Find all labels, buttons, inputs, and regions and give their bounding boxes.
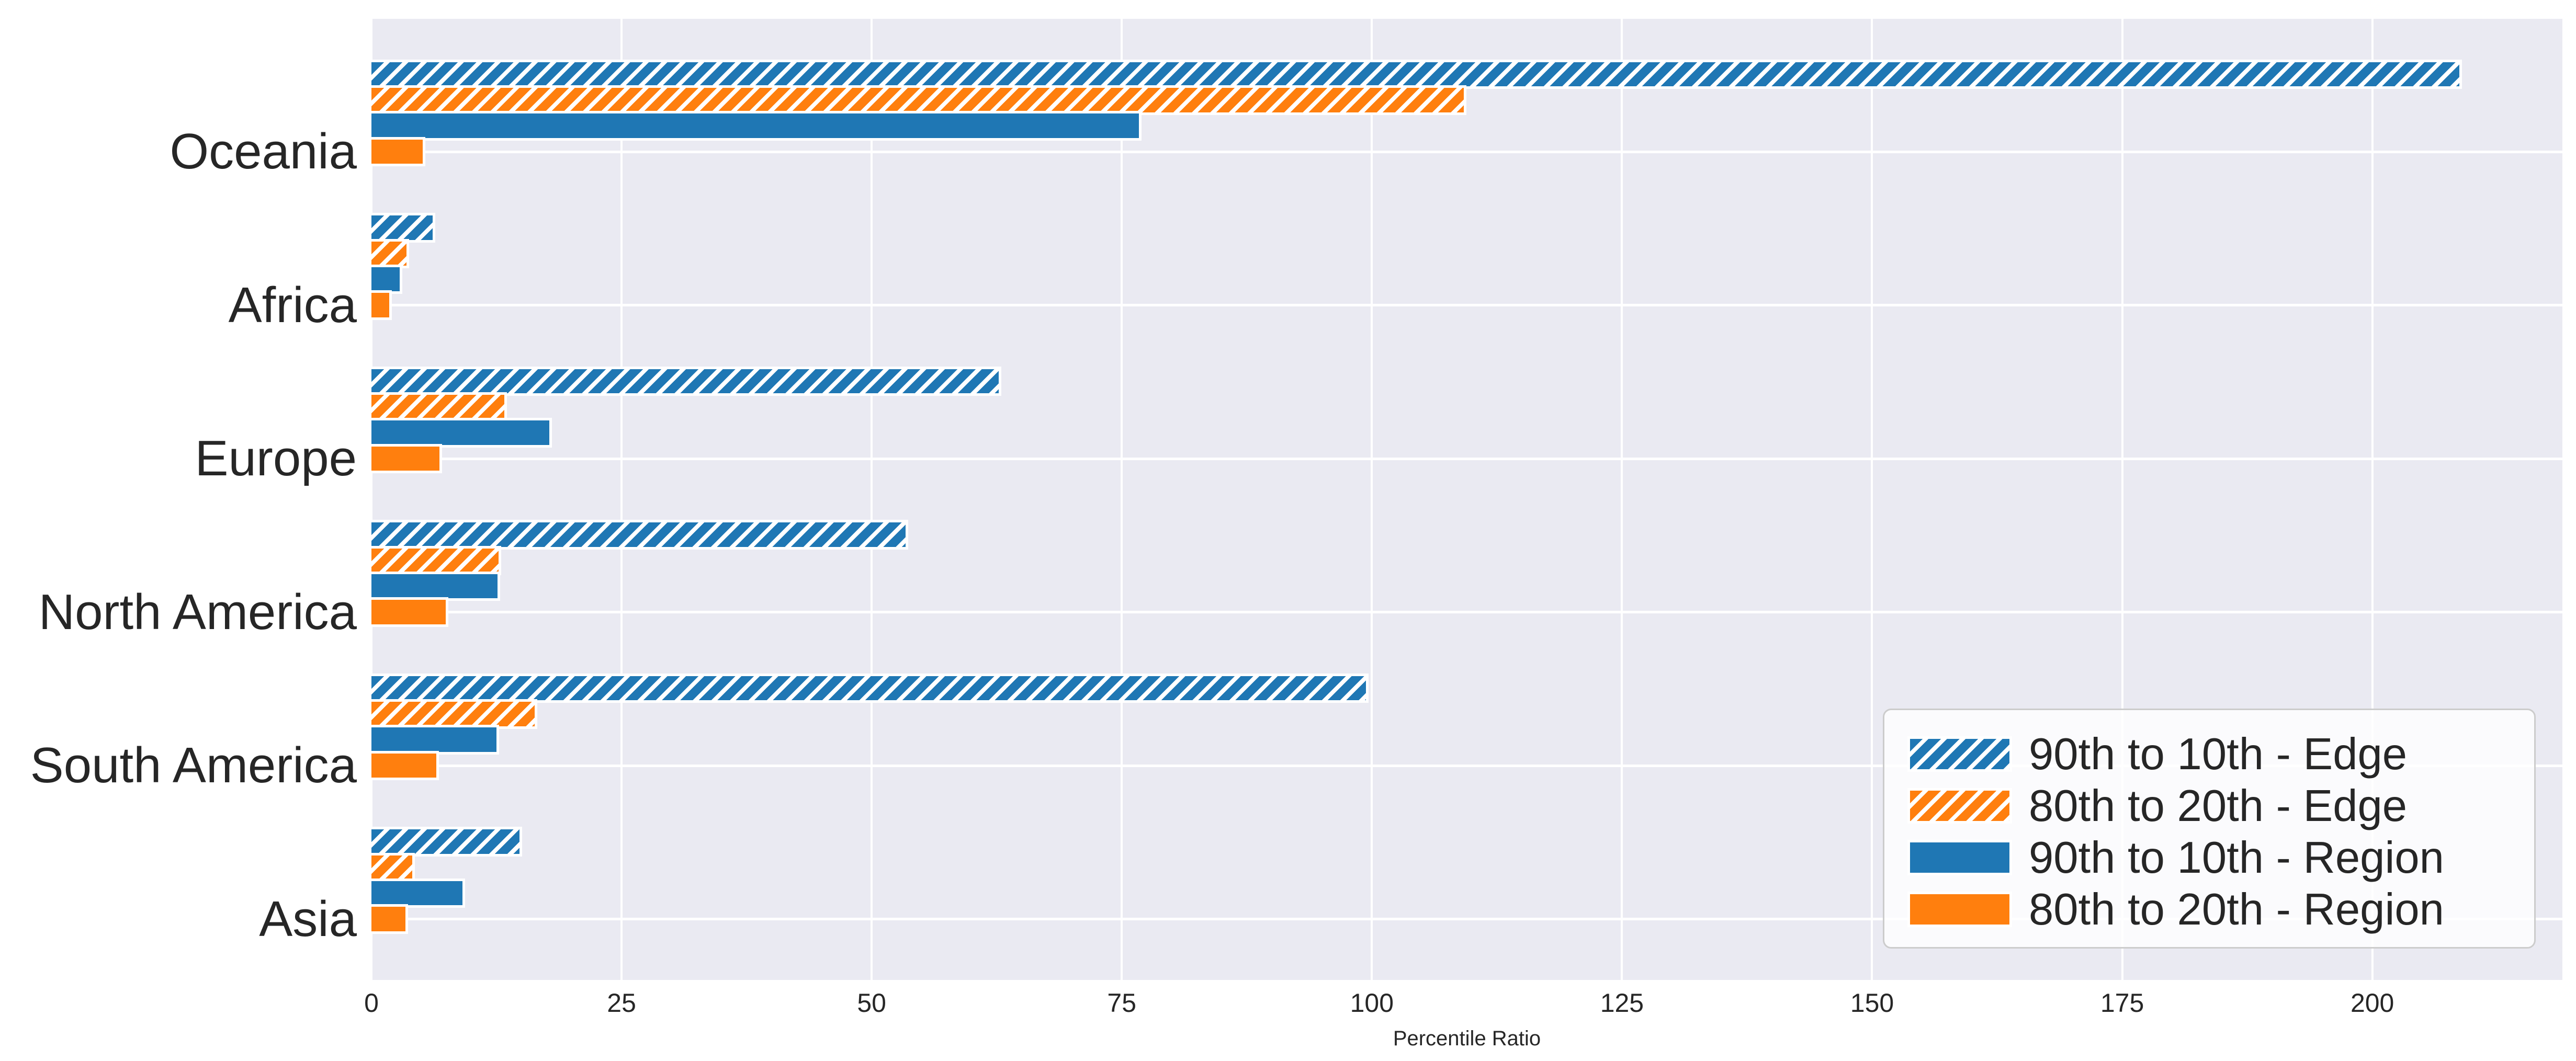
legend-row: 90th to 10th - Edge <box>1907 729 2408 779</box>
bar <box>369 673 1369 703</box>
bar <box>369 750 439 781</box>
gridline-vertical <box>1621 19 1623 980</box>
bar <box>369 878 466 908</box>
x-tick-label: 50 <box>857 988 886 1018</box>
gridline-vertical <box>1371 19 1373 980</box>
legend-row: 80th to 20th - Edge <box>1907 781 2408 831</box>
x-tick-label: 0 <box>364 988 379 1018</box>
plot-area <box>369 19 2562 980</box>
gridline-horizontal <box>371 611 2562 613</box>
x-tick-label: 100 <box>1350 988 1394 1018</box>
bar <box>369 290 392 320</box>
legend-row: 90th to 10th - Region <box>1907 832 2444 883</box>
gridline-vertical <box>370 19 372 980</box>
legend-label: 80th to 20th - Region <box>2029 884 2444 934</box>
bar <box>369 418 552 448</box>
bar <box>369 392 507 422</box>
legend-swatch <box>1907 840 2012 875</box>
legend-row: 80th to 20th - Region <box>1907 884 2444 934</box>
x-tick-label: 25 <box>607 988 636 1018</box>
x-tick-label: 150 <box>1850 988 1894 1018</box>
bar <box>369 264 402 294</box>
bar <box>369 597 448 627</box>
bar <box>369 725 500 755</box>
bar <box>369 827 523 857</box>
bar <box>369 136 425 167</box>
x-tick-label: 175 <box>2100 988 2144 1018</box>
bar <box>369 111 1142 141</box>
legend-swatch <box>1907 892 2012 927</box>
gridline-vertical <box>1871 19 1873 980</box>
legend-label: 90th to 10th - Region <box>2029 832 2444 883</box>
legend-label: 90th to 10th - Edge <box>2029 729 2408 779</box>
y-tick-label: Asia <box>259 891 357 947</box>
y-tick-label: Europe <box>195 430 357 486</box>
legend: 90th to 10th - Edge 80th to 20th - Edge 90… <box>1883 709 2536 949</box>
gridline-horizontal <box>371 150 2562 153</box>
bar <box>369 852 415 883</box>
gridline-vertical <box>871 19 873 980</box>
legend-swatch <box>1907 788 2012 824</box>
bar <box>369 85 1467 115</box>
bar <box>369 59 2462 89</box>
bar <box>369 699 537 729</box>
gridline-horizontal <box>371 304 2562 306</box>
bar <box>369 443 443 474</box>
gridline-vertical <box>620 19 623 980</box>
x-axis-title: Percentile Ratio <box>1393 1027 1541 1050</box>
gridline-horizontal <box>371 457 2562 460</box>
gridline-horizontal <box>371 764 2562 767</box>
legend-label: 80th to 20th - Edge <box>2029 781 2408 831</box>
y-tick-label: North America <box>38 584 357 640</box>
gridline-vertical <box>1121 19 1123 980</box>
y-tick-label: South America <box>30 737 357 793</box>
gridline-vertical <box>2121 19 2123 980</box>
y-tick-label: Oceania <box>170 123 357 179</box>
bar <box>369 571 500 601</box>
bar <box>369 213 435 243</box>
gridline-vertical <box>2371 19 2374 980</box>
gridline-horizontal <box>371 918 2562 920</box>
y-tick-label: Africa <box>228 277 357 333</box>
bar <box>369 366 1002 396</box>
bar <box>369 238 409 269</box>
x-tick-label: 125 <box>1600 988 1644 1018</box>
legend-swatch <box>1907 736 2012 772</box>
x-tick-label: 200 <box>2350 988 2394 1018</box>
bar <box>369 520 909 550</box>
bar <box>369 545 501 576</box>
bar <box>369 904 409 934</box>
x-tick-label: 75 <box>1107 988 1137 1018</box>
